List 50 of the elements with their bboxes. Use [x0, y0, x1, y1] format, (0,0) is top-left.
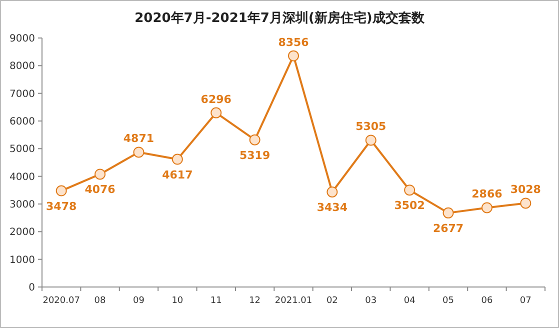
data-label: 4617 [162, 168, 193, 182]
x-tick-label: 03 [365, 296, 377, 306]
y-tick-label: 9000 [10, 34, 35, 44]
x-tick-label: 10 [172, 296, 184, 306]
x-tick-label: 09 [133, 296, 145, 306]
x-tick-label: 12 [249, 296, 261, 306]
point [56, 185, 67, 196]
y-tick-label: 4000 [10, 172, 35, 183]
data-label: 3434 [316, 200, 348, 214]
data-label: 4076 [84, 183, 116, 196]
chart-title: 2020年7月-2021年7月深圳(新房住宅)成交套数 [134, 10, 426, 26]
y-tick-label: 5000 [10, 144, 35, 156]
point [249, 134, 260, 146]
point [94, 168, 106, 180]
x-tick-label: 04 [404, 296, 416, 306]
y-tick-label: 8000 [10, 61, 35, 72]
data-label: 6296 [200, 92, 232, 106]
data-label: 5305 [356, 120, 386, 134]
data-label: 2866 [472, 188, 503, 201]
x-tick-label: 02 [326, 296, 338, 306]
point [288, 50, 299, 62]
x-tick-label: 06 [481, 296, 493, 306]
y-tick-label: 1000 [10, 254, 35, 266]
y-tick-label: 2000 [10, 227, 35, 238]
y-tick-label: 3000 [10, 200, 35, 210]
data-label: 3478 [46, 200, 77, 213]
point [481, 202, 492, 214]
data-label: 8356 [278, 36, 310, 49]
data-label: 2677 [432, 222, 464, 235]
x-tick-label: 05 [442, 296, 454, 306]
y-tick-label: 6000 [10, 116, 35, 128]
x-tick-label: 11 [210, 296, 222, 306]
point [520, 198, 532, 209]
point [210, 107, 222, 118]
y-tick-label: 0 [28, 282, 35, 294]
point [326, 186, 338, 198]
data-label: 4871 [123, 132, 154, 146]
data-label: 3028 [510, 183, 541, 196]
point [365, 134, 376, 146]
point [172, 154, 183, 165]
x-tick-label: 2020.07 [42, 296, 80, 306]
x-tick-label: 2021.01 [274, 296, 312, 306]
y-tick-label: 7000 [10, 88, 35, 100]
data-label: 3502 [394, 199, 425, 212]
data-label: 5319 [239, 148, 270, 162]
x-tick-label: 07 [520, 296, 532, 306]
point [404, 184, 416, 196]
x-tick-label: 08 [94, 296, 106, 306]
point [442, 207, 454, 218]
point [133, 146, 144, 158]
